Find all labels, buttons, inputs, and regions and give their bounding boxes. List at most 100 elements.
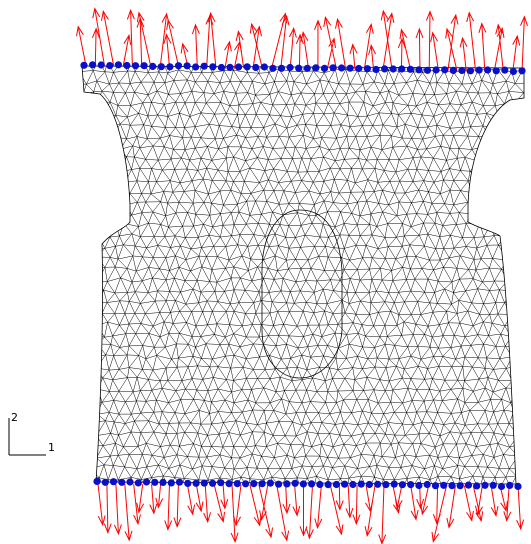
boundary-node: [209, 63, 217, 71]
boundary-node: [217, 63, 225, 72]
force-arrow-up: [415, 27, 424, 71]
force-arrow-down: [420, 485, 430, 516]
boundary-node: [106, 62, 114, 70]
bottom-boundary-nodes: [93, 477, 522, 491]
boundary-node: [101, 478, 109, 486]
axis-2-label: 2: [11, 411, 18, 424]
boundary-node: [497, 482, 506, 491]
boundary-node: [243, 63, 251, 71]
boundary-node: [192, 479, 200, 487]
force-arrow-down: [230, 484, 239, 544]
force-arrow-up: [91, 27, 100, 67]
force-arrow-down: [503, 485, 512, 522]
force-arrow-down: [516, 485, 525, 531]
boundary-node: [374, 480, 382, 488]
boundary-node: [89, 61, 97, 69]
boundary-node: [242, 480, 250, 488]
force-arrow-down: [155, 484, 164, 509]
boundary-node: [363, 65, 371, 73]
force-arrow-up: [224, 40, 232, 68]
boundary-node: [269, 64, 277, 72]
top-boundary-force-arrows: [76, 7, 528, 73]
force-arrow-up: [512, 34, 521, 72]
force-arrow-down: [292, 484, 301, 517]
force-arrow-up: [314, 19, 322, 70]
boundary-node: [277, 64, 286, 72]
force-arrow-down: [416, 485, 425, 510]
boundary-node: [332, 480, 340, 489]
boundary-node: [260, 63, 268, 71]
boundary-node: [398, 65, 406, 73]
boundary-node: [134, 479, 142, 487]
boundary-node: [123, 61, 131, 70]
boundary-node: [140, 62, 148, 70]
boundary-node: [258, 480, 266, 488]
boundary-node: [389, 65, 397, 73]
boundary-node: [406, 65, 414, 73]
force-arrow-down: [136, 484, 145, 514]
force-arrow-down: [314, 485, 323, 530]
boundary-node: [365, 480, 373, 489]
force-arrow-down: [195, 484, 204, 513]
boundary-node: [166, 63, 174, 71]
force-arrow-down: [97, 483, 106, 527]
boundary-node: [464, 481, 473, 489]
force-arrow-down: [475, 485, 483, 517]
boundary-node: [514, 482, 522, 490]
boundary-node: [233, 480, 241, 488]
boundary-node: [466, 67, 475, 75]
force-arrow-up: [191, 23, 200, 68]
boundary-node: [235, 63, 243, 71]
force-arrow-down: [329, 484, 344, 536]
boundary-node: [174, 62, 183, 70]
boundary-node: [382, 481, 390, 489]
force-arrow-down: [259, 484, 269, 522]
force-arrow-up: [399, 28, 412, 71]
force-arrow-up: [136, 17, 145, 67]
boundary-node: [109, 478, 118, 486]
boundary-node: [449, 66, 457, 74]
force-arrow-down: [220, 484, 229, 510]
boundary-node: [142, 478, 151, 486]
boundary-node: [149, 62, 157, 70]
boundary-node: [275, 480, 283, 488]
boundary-node: [286, 63, 294, 72]
boundary-node: [283, 480, 291, 488]
boundary-node: [372, 65, 380, 74]
boundary-node: [324, 481, 332, 489]
force-arrow-down: [431, 485, 447, 543]
boundary-node: [308, 480, 316, 488]
force-arrow-down: [446, 485, 456, 529]
force-arrow-up: [380, 9, 393, 71]
boundary-node: [441, 66, 449, 74]
force-arrow-up: [122, 34, 132, 67]
force-arrow-down: [276, 484, 290, 542]
force-arrow-down: [490, 485, 499, 517]
boundary-node: [506, 481, 514, 489]
force-arrow-up: [382, 12, 395, 71]
boundary-node: [431, 482, 440, 490]
force-arrow-up: [425, 10, 434, 71]
boundary-node: [303, 64, 311, 72]
force-arrow-up: [335, 17, 347, 70]
boundary-node: [114, 61, 122, 69]
force-arrow-down: [335, 485, 344, 511]
force-arrow-up: [300, 31, 310, 70]
force-arrow-up: [326, 37, 336, 70]
force-arrow-up: [249, 22, 263, 69]
force-arrow-up: [76, 25, 87, 67]
boundary-node: [93, 477, 101, 485]
force-arrow-down: [306, 484, 314, 540]
boundary-node: [183, 62, 191, 70]
force-arrow-up: [430, 31, 439, 71]
force-arrow-up: [163, 33, 172, 68]
boundary-node: [458, 66, 466, 75]
boundary-node: [320, 64, 329, 72]
force-arrow-down: [395, 485, 403, 510]
boundary-node: [159, 478, 167, 486]
boundary-node: [489, 481, 497, 489]
force-arrow-up: [101, 9, 115, 67]
force-arrow-up: [207, 11, 217, 68]
boundary-node: [415, 66, 423, 74]
